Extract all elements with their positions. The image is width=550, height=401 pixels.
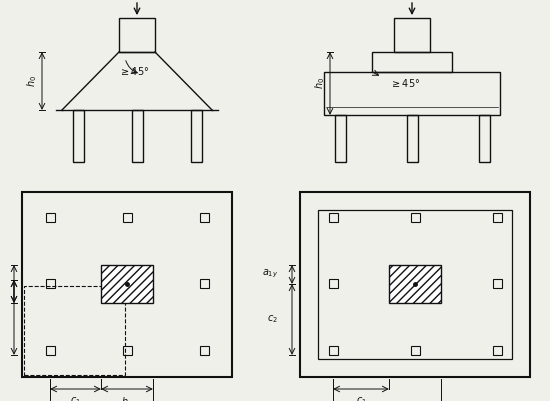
Bar	[132, 110, 143, 162]
Bar	[411, 346, 420, 355]
Text: $a_{1y}$: $a_{1y}$	[262, 268, 278, 280]
Bar	[119, 18, 155, 52]
Bar	[200, 213, 209, 222]
Bar	[46, 213, 55, 222]
Bar	[372, 52, 452, 72]
Bar	[324, 72, 500, 115]
Bar	[24, 286, 125, 375]
Text: $\geq$45°: $\geq$45°	[119, 65, 149, 77]
Bar	[389, 265, 441, 303]
Bar	[411, 279, 420, 288]
Text: $c_2$: $c_2$	[267, 313, 278, 325]
Text: $\geq$45°: $\geq$45°	[390, 77, 420, 89]
Bar	[46, 346, 55, 355]
Bar	[123, 279, 132, 288]
Bar	[493, 279, 502, 288]
Bar	[493, 213, 502, 222]
Bar	[411, 213, 420, 222]
Bar	[394, 18, 430, 52]
Bar	[318, 210, 512, 359]
Bar	[123, 346, 132, 355]
Text: $c_1$: $c_1$	[355, 395, 366, 401]
Bar	[200, 279, 209, 288]
Bar	[73, 110, 84, 162]
Bar	[101, 265, 153, 303]
Bar	[479, 115, 490, 162]
Bar	[335, 115, 346, 162]
Bar	[46, 279, 55, 288]
Bar	[22, 192, 232, 377]
Bar	[123, 213, 132, 222]
Bar	[329, 213, 338, 222]
Text: $h_0$: $h_0$	[25, 75, 39, 87]
Bar	[407, 115, 418, 162]
Bar	[329, 346, 338, 355]
Text: $c_1$: $c_1$	[69, 395, 80, 401]
Text: $h_0$: $h_0$	[313, 77, 327, 89]
Bar	[329, 279, 338, 288]
Bar	[493, 346, 502, 355]
Bar	[191, 110, 202, 162]
Bar	[200, 346, 209, 355]
Bar	[300, 192, 530, 377]
Text: $h_c$: $h_c$	[121, 395, 133, 401]
